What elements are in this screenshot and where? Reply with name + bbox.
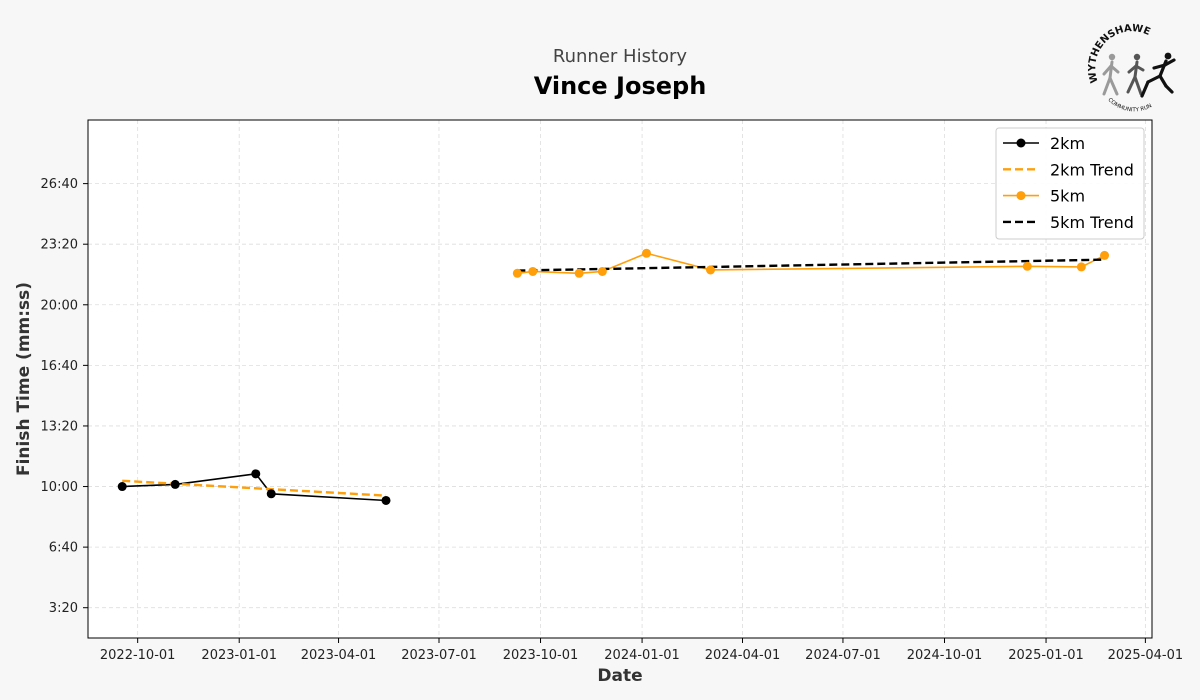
x-tick-label: 2023-01-01 [201, 648, 277, 663]
data-point-2km [266, 489, 276, 499]
legend-label-2km-trend: 2km Trend [1050, 160, 1134, 179]
data-point-5km [1076, 262, 1086, 272]
data-point-5km [1100, 250, 1110, 260]
data-point-2km [251, 469, 261, 479]
x-tick-label: 2025-04-01 [1108, 648, 1184, 663]
x-tick-label: 2023-07-01 [401, 648, 477, 663]
data-point-5km [512, 268, 522, 278]
x-tick-label: 2024-10-01 [907, 648, 983, 663]
x-tick-label: 2022-10-01 [100, 648, 176, 663]
legend-marker-2km [1016, 138, 1026, 148]
y-tick-label: 20:00 [41, 298, 78, 313]
x-axis: 2022-10-01 2023-01-01 2023-04-01 2023-07-01… [100, 638, 1183, 663]
x-axis-title: Date [597, 666, 642, 686]
y-tick-label: 6:40 [49, 541, 78, 556]
data-point-5km [597, 266, 607, 276]
y-tick-label: 23:20 [41, 238, 78, 253]
data-point-5km [574, 268, 584, 278]
x-tick-label: 2023-04-01 [301, 648, 377, 663]
x-tick-label: 2025-01-01 [1008, 648, 1084, 663]
plot-frame [87, 119, 1153, 639]
chart-subtitle: Runner History [552, 46, 688, 67]
data-point-2km [117, 482, 127, 492]
data-point-5km [641, 248, 651, 258]
club-logo: WYTHENSHAWE COMMUNITY RUN [1087, 23, 1176, 113]
y-tick-label: 26:40 [41, 177, 78, 192]
x-tick-label: 2024-01-01 [604, 648, 680, 663]
y-tick-label: 13:20 [41, 419, 78, 434]
legend: 2km 2km Trend 5km 5km Trend [995, 127, 1145, 240]
legend-marker-5km [1016, 191, 1026, 201]
x-tick-label: 2024-04-01 [705, 648, 781, 663]
chart-title: Vince Joseph [533, 72, 707, 100]
y-tick-label: 3:20 [49, 601, 78, 616]
data-point-2km [170, 479, 180, 489]
y-tick-label: 10:00 [41, 480, 78, 495]
runner-silhouettes-icon [1102, 52, 1176, 98]
data-point-5km [528, 266, 538, 276]
x-tick-label: 2024-07-01 [805, 648, 881, 663]
data-point-2km [381, 495, 391, 505]
legend-box [995, 127, 1145, 240]
legend-label-5km: 5km [1050, 187, 1085, 206]
legend-label-5km-trend: 5km Trend [1050, 213, 1134, 232]
series-line-5km-trend [517, 258, 1105, 272]
data-point-5km [1022, 261, 1032, 271]
data-point-5km [706, 265, 716, 275]
y-axis: 3:20 6:40 10:00 13:20 16:40 20:00 23:20 26:40 [41, 177, 88, 616]
x-tick-label: 2023-10-01 [503, 648, 579, 663]
series-line-2km-trend [122, 479, 387, 497]
y-axis-title: Finish Time (mm:ss) [14, 282, 34, 476]
series-markers [117, 248, 1110, 505]
y-tick-label: 16:40 [41, 359, 78, 374]
legend-label-2km: 2km [1050, 134, 1085, 153]
plot-area [88, 120, 1152, 638]
